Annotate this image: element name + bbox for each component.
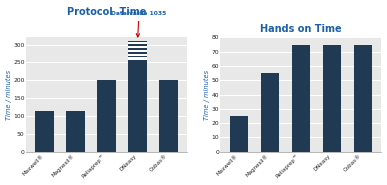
Bar xyxy=(260,73,279,152)
Bar xyxy=(128,41,147,152)
Bar xyxy=(35,111,54,152)
Title: Protocol  Time: Protocol Time xyxy=(67,7,146,17)
Bar xyxy=(354,45,372,152)
Bar xyxy=(128,50,147,52)
Bar xyxy=(128,58,147,60)
Bar xyxy=(128,46,147,48)
Y-axis label: Time / minutes: Time / minutes xyxy=(204,70,210,120)
Text: Data value 1035: Data value 1035 xyxy=(111,11,167,37)
Bar xyxy=(322,45,341,152)
Bar xyxy=(291,45,310,152)
Bar xyxy=(159,80,178,152)
Bar xyxy=(66,111,85,152)
Title: Hands on Time: Hands on Time xyxy=(260,24,342,34)
Bar xyxy=(229,116,248,152)
Y-axis label: Time / minutes: Time / minutes xyxy=(5,70,12,120)
Bar xyxy=(128,53,147,56)
Bar xyxy=(97,80,116,152)
Bar xyxy=(128,42,147,44)
